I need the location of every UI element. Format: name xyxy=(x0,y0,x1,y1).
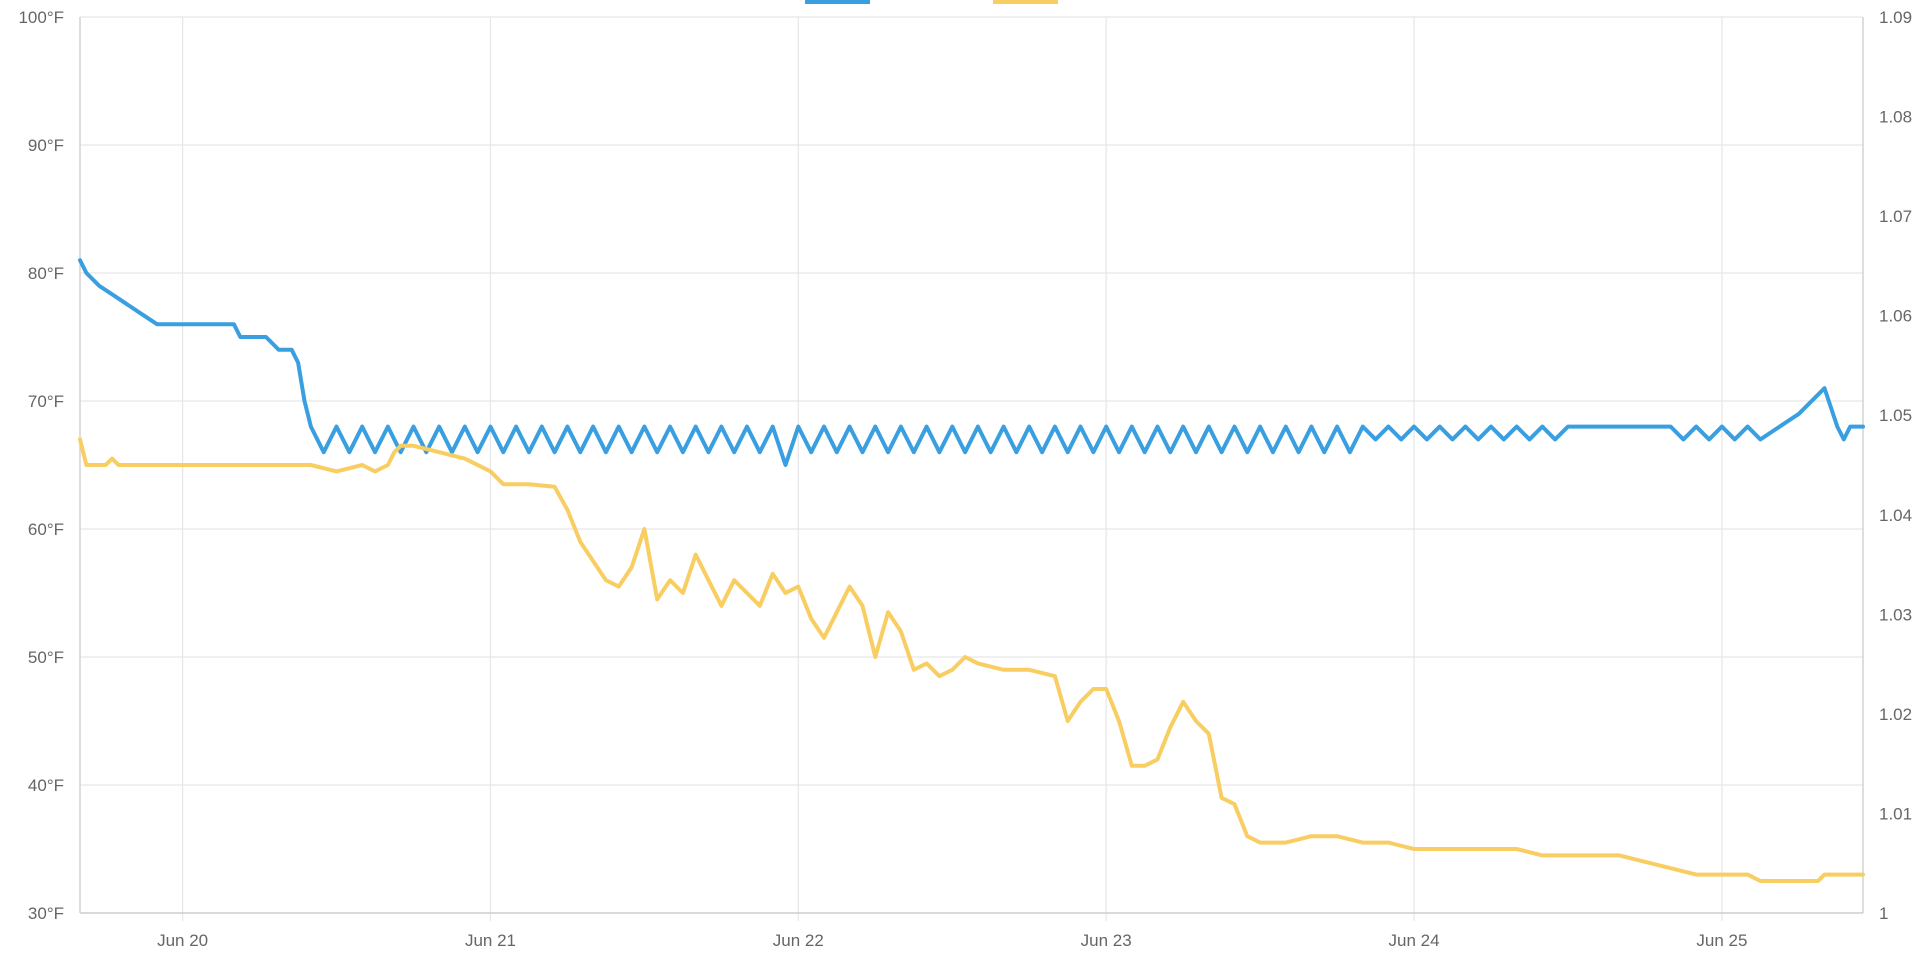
x-tick-label: Jun 24 xyxy=(1389,931,1440,950)
y-left-tick-label: 90°F xyxy=(28,136,64,155)
y-right-tick-label: 1.03 xyxy=(1879,605,1912,624)
grid xyxy=(80,16,1863,921)
y-right-tick-label: 1.04 xyxy=(1879,506,1912,525)
y-left-tick-label: 80°F xyxy=(28,264,64,283)
x-tick-label: Jun 22 xyxy=(773,931,824,950)
y-left-tick-label: 70°F xyxy=(28,392,64,411)
x-tick-label: Jun 23 xyxy=(1081,931,1132,950)
y-right-tick-label: 1.02 xyxy=(1879,705,1912,724)
series-line-2 xyxy=(78,437,1865,883)
y-left-tick-label: 50°F xyxy=(28,648,64,667)
legend-swatch-2[interactable] xyxy=(993,0,1058,4)
y-right-tick-label: 1.05 xyxy=(1879,406,1912,425)
y-axis-right-ticks: 1 1.01 1.02 1.03 1.04 1.05 1.06 1.07 1.08 1.09 xyxy=(1879,8,1912,923)
y-right-tick-label: 1.07 xyxy=(1879,207,1912,226)
y-left-tick-label: 60°F xyxy=(28,520,64,539)
x-axis-ticks: Jun 20 Jun 21 Jun 22 Jun 23 Jun 24 Jun 25 xyxy=(157,931,1747,950)
y-right-tick-label: 1.09 xyxy=(1879,8,1912,27)
y-right-tick-label: 1.08 xyxy=(1879,108,1912,127)
y-axis-left-ticks: 30°F 40°F 50°F 60°F 70°F 80°F 90°F 100°F xyxy=(18,8,64,923)
legend-swatch-1[interactable] xyxy=(805,0,870,4)
series-line-1 xyxy=(78,258,1865,467)
axes xyxy=(79,17,1864,914)
x-tick-label: Jun 20 xyxy=(157,931,208,950)
y-right-tick-label: 1 xyxy=(1879,904,1888,923)
x-tick-label: Jun 25 xyxy=(1696,931,1747,950)
y-left-tick-label: 100°F xyxy=(18,8,64,27)
y-left-tick-label: 40°F xyxy=(28,776,64,795)
series xyxy=(78,258,1865,883)
y-left-tick-label: 30°F xyxy=(28,904,64,923)
x-tick-label: Jun 21 xyxy=(465,931,516,950)
legend[interactable] xyxy=(805,0,1058,4)
y-right-tick-label: 1.01 xyxy=(1879,804,1912,823)
y-right-tick-label: 1.06 xyxy=(1879,307,1912,326)
